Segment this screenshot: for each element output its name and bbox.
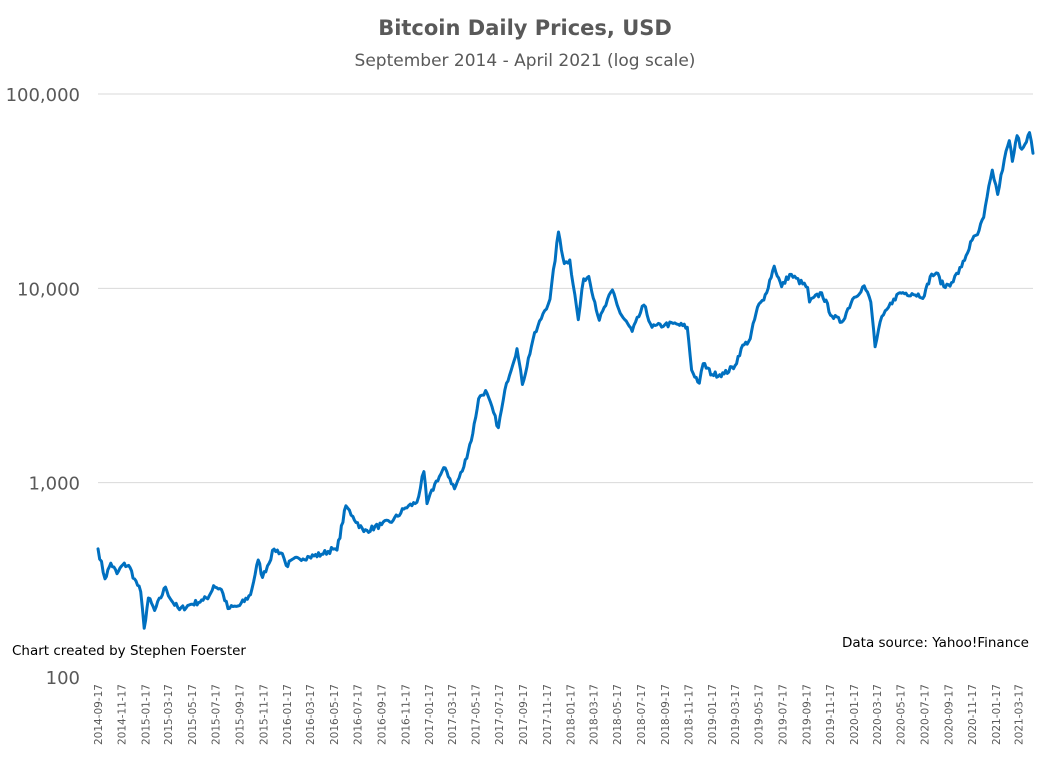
x-tick-label: 2021-01-17 bbox=[991, 684, 1003, 745]
chart-credit-note: Chart created by Stephen Foerster bbox=[12, 643, 246, 659]
x-tick-label: 2020-07-17 bbox=[919, 684, 931, 745]
x-tick-label: 2017-05-17 bbox=[470, 684, 482, 745]
x-tick-label: 2019-09-17 bbox=[801, 684, 813, 745]
x-tick-label: 2019-05-17 bbox=[754, 684, 766, 745]
x-tick-label: 2016-07-17 bbox=[353, 684, 365, 745]
x-tick-label: 2020-05-17 bbox=[896, 684, 908, 745]
x-tick-label: 2014-09-17 bbox=[93, 684, 105, 745]
x-tick-label: 2015-07-17 bbox=[211, 684, 223, 745]
x-tick-label: 2015-01-17 bbox=[140, 684, 152, 745]
y-tick-label: 100 bbox=[46, 668, 80, 689]
x-tick-label: 2018-01-17 bbox=[566, 684, 578, 745]
x-tick-label: 2015-09-17 bbox=[235, 684, 247, 745]
x-tick-label: 2020-01-17 bbox=[849, 684, 861, 745]
x-tick-label: 2015-03-17 bbox=[163, 684, 175, 745]
x-tick-label: 2017-01-17 bbox=[424, 684, 436, 745]
x-tick-label: 2016-11-17 bbox=[400, 684, 412, 745]
x-tick-label: 2021-03-17 bbox=[1014, 684, 1026, 745]
x-tick-label: 2018-07-17 bbox=[636, 684, 648, 745]
x-tick-label: 2018-03-17 bbox=[588, 684, 600, 745]
x-tick-label: 2016-05-17 bbox=[329, 684, 341, 745]
x-tick-label: 2017-11-17 bbox=[542, 684, 554, 745]
y-axis-ticks: 100 1,000 10,000 100,000 bbox=[6, 85, 80, 689]
y-tick-label: 100,000 bbox=[6, 85, 80, 106]
x-tick-label: 2017-07-17 bbox=[494, 684, 506, 745]
x-tick-label: 2018-09-17 bbox=[660, 684, 672, 745]
x-tick-label: 2016-03-17 bbox=[305, 684, 317, 745]
data-source-note: Data source: Yahoo!Finance bbox=[842, 635, 1029, 651]
price-series bbox=[96, 131, 1035, 630]
x-tick-label: 2018-05-17 bbox=[612, 684, 624, 745]
x-tick-label: 2015-05-17 bbox=[187, 684, 199, 745]
x-tick-label: 2020-09-17 bbox=[943, 684, 955, 745]
y-tick-label: 1,000 bbox=[28, 474, 80, 495]
x-tick-label: 2020-11-17 bbox=[967, 684, 979, 745]
x-tick-label: 2018-11-17 bbox=[683, 684, 695, 745]
x-tick-label: 2017-03-17 bbox=[447, 684, 459, 745]
y-tick-label: 10,000 bbox=[17, 279, 80, 300]
x-tick-label: 2019-07-17 bbox=[777, 684, 789, 745]
chart-title: Bitcoin Daily Prices, USD bbox=[378, 16, 672, 40]
x-tick-label: 2019-01-17 bbox=[707, 684, 719, 745]
x-tick-label: 2020-03-17 bbox=[872, 684, 884, 745]
x-tick-label: 2014-11-17 bbox=[117, 684, 129, 745]
x-tick-label: 2016-09-17 bbox=[377, 684, 389, 745]
x-tick-label: 2017-09-17 bbox=[518, 684, 530, 745]
gridlines bbox=[98, 93, 1033, 484]
x-tick-label: 2019-03-17 bbox=[730, 684, 742, 745]
x-tick-label: 2019-11-17 bbox=[825, 684, 837, 745]
x-axis-ticks: 2014-09-17 2014-11-17 2015-01-17 2015-03-17… bbox=[93, 684, 1026, 745]
x-tick-label: 2016-01-17 bbox=[282, 684, 294, 745]
x-tick-label: 2015-11-17 bbox=[258, 684, 270, 745]
bitcoin-price-line bbox=[96, 131, 1035, 630]
chart-subtitle: September 2014 - April 2021 (log scale) bbox=[355, 51, 696, 71]
